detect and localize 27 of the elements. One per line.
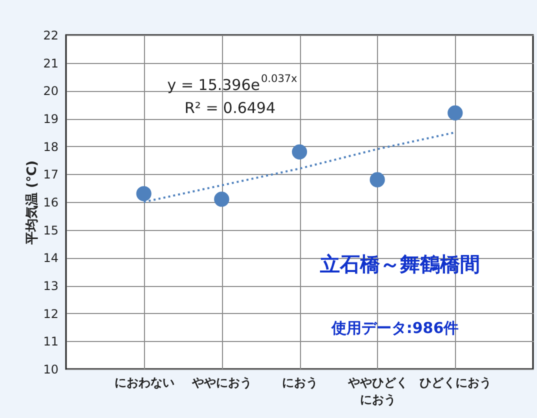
y-tick-label: 10 (43, 362, 58, 376)
y-tick-label: 19 (43, 112, 58, 126)
y-tick-label: 12 (43, 306, 58, 321)
point (214, 192, 230, 207)
y-tick-label: 14 (43, 251, 58, 266)
y-tick-label: 11 (43, 334, 58, 349)
annotation: 使用データ:986件 (330, 319, 459, 337)
x-tick-label: ひどくにおう (420, 376, 492, 390)
x-tick-label: におう (282, 376, 318, 390)
y-tick-label: 15 (43, 223, 58, 238)
y-axis-title: 平均気温 (℃) (25, 160, 40, 246)
x-tick-label: ややひどくにおう (346, 376, 408, 406)
point (448, 105, 463, 120)
point (370, 172, 385, 188)
y-tick-label: 21 (43, 56, 58, 70)
y-tick-label: 20 (43, 84, 58, 98)
y-tick-label: 13 (43, 279, 58, 293)
point (136, 186, 152, 202)
annotation: 立石橋～舞鶴橋間 (319, 252, 480, 276)
point (292, 144, 308, 160)
x-tick-label: ややにおう (191, 376, 252, 390)
y-tick-label: 17 (43, 168, 58, 182)
annotation: R² = 0.6494 (184, 99, 276, 117)
y-tick-label: 16 (43, 196, 58, 210)
y-tick-label: 22 (43, 28, 58, 42)
y-tick-label: 18 (43, 140, 58, 154)
x-tick-label: におわない (114, 376, 174, 390)
